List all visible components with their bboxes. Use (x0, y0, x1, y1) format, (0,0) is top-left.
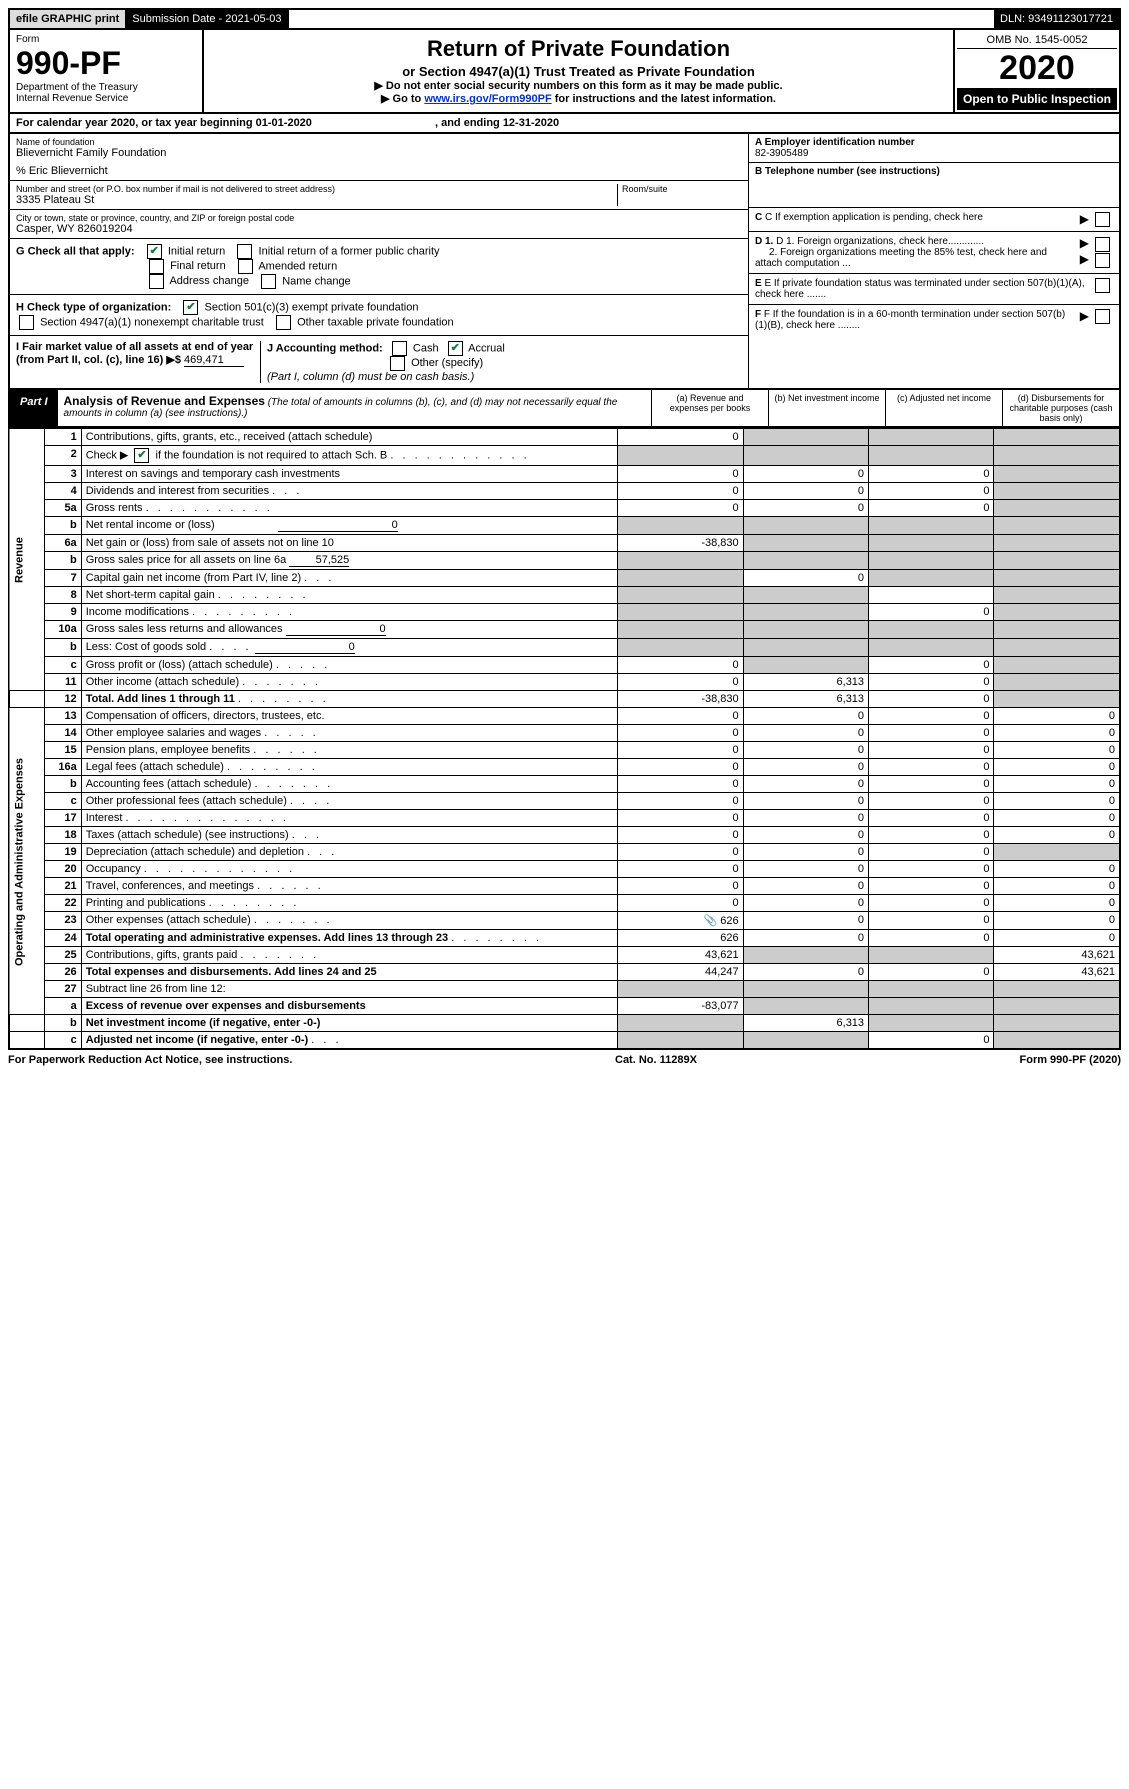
cb-initial-former[interactable] (237, 244, 252, 259)
omb-number: OMB No. 1545-0052 (957, 32, 1117, 49)
ein-label: A Employer identification number (755, 137, 915, 148)
cb-cash[interactable] (392, 341, 407, 356)
address: 3335 Plateau St (16, 194, 617, 206)
calendar-year-row: For calendar year 2020, or tax year begi… (8, 114, 1121, 134)
tax-year: 2020 (957, 49, 1117, 88)
footer-left: For Paperwork Reduction Act Notice, see … (8, 1054, 292, 1066)
submission-date: Submission Date - 2021-05-03 (126, 10, 288, 28)
col-c-hdr: (c) Adjusted net income (885, 390, 1002, 426)
e-label: E E If private foundation status was ter… (755, 278, 1086, 300)
note-2: ▶ Go to www.irs.gov/Form990PF for instru… (214, 92, 943, 105)
cb-501c3[interactable]: ✔ (183, 300, 198, 315)
d2-label: 2. Foreign organizations meeting the 85%… (755, 247, 1047, 269)
fmv-value: 469,471 (184, 354, 244, 367)
cb-d1[interactable] (1095, 237, 1110, 252)
attach-icon[interactable]: 📎 (704, 915, 718, 927)
h-checks: H Check type of organization: ✔ Section … (10, 295, 748, 336)
topbar: efile GRAPHIC print Submission Date - 20… (8, 8, 1121, 30)
expenses-sidelabel: Operating and Administrative Expenses (9, 708, 44, 1015)
col-d-hdr: (d) Disbursements for charitable purpose… (1002, 390, 1119, 426)
form-word: Form (16, 34, 196, 45)
d1-label: D 1. Foreign organizations, check here..… (776, 236, 984, 247)
footer-right: Form 990-PF (2020) (1020, 1054, 1121, 1066)
care-of: % Eric Blievernicht (16, 165, 742, 177)
foundation-name: Blievernicht Family Foundation (16, 147, 742, 159)
form-header: Form 990-PF Department of the Treasury I… (8, 30, 1121, 114)
dept-1: Department of the Treasury (16, 82, 196, 93)
cb-final[interactable] (149, 259, 164, 274)
name-label: Name of foundation (16, 137, 742, 147)
city-label: City or town, state or province, country… (16, 213, 742, 223)
dln: DLN: 93491123017721 (994, 10, 1119, 28)
instructions-link[interactable]: www.irs.gov/Form990PF (424, 93, 551, 105)
cb-4947[interactable] (19, 315, 34, 330)
ein-value: 82-3905489 (755, 148, 808, 159)
cb-sch-b[interactable]: ✔ (134, 448, 149, 463)
part1-label: Part I (10, 390, 58, 426)
j-note: (Part I, column (d) must be on cash basi… (267, 371, 474, 383)
city-state-zip: Casper, WY 826019204 (16, 223, 742, 235)
f-label: F F If the foundation is in a 60-month t… (755, 309, 1077, 331)
tel-label: B Telephone number (see instructions) (755, 166, 940, 177)
form-number: 990-PF (16, 45, 196, 82)
note-1: ▶ Do not enter social security numbers o… (214, 79, 943, 92)
cb-addr-change[interactable] (149, 274, 164, 289)
cb-d2[interactable] (1095, 253, 1110, 268)
cb-other-method[interactable] (390, 356, 405, 371)
cb-other-taxable[interactable] (276, 315, 291, 330)
entity-info: Name of foundation Blievernicht Family F… (8, 134, 1121, 390)
cb-name-change[interactable] (261, 274, 276, 289)
cb-accrual[interactable]: ✔ (448, 341, 463, 356)
efile-btn[interactable]: efile GRAPHIC print (10, 10, 126, 28)
form-subtitle: or Section 4947(a)(1) Trust Treated as P… (214, 64, 943, 79)
dept-2: Internal Revenue Service (16, 93, 196, 104)
open-inspection: Open to Public Inspection (957, 88, 1117, 110)
room-label: Room/suite (622, 184, 742, 194)
page-footer: For Paperwork Reduction Act Notice, see … (8, 1050, 1121, 1066)
col-a-hdr: (a) Revenue and expenses per books (651, 390, 768, 426)
cb-e[interactable] (1095, 278, 1110, 293)
cb-c[interactable] (1095, 212, 1110, 227)
part1-table: Revenue 1Contributions, gifts, grants, e… (8, 428, 1121, 1050)
g-checks: G Check all that apply: ✔ Initial return… (10, 239, 748, 295)
form-title: Return of Private Foundation (214, 36, 943, 62)
cb-initial[interactable]: ✔ (147, 244, 162, 259)
addr-label: Number and street (or P.O. box number if… (16, 184, 617, 194)
revenue-sidelabel: Revenue (9, 429, 44, 691)
footer-mid: Cat. No. 11289X (615, 1054, 697, 1066)
part1-header: Part I Analysis of Revenue and Expenses … (8, 390, 1121, 428)
cb-f[interactable] (1095, 309, 1110, 324)
cb-amended[interactable] (238, 259, 253, 274)
c-label: C C If exemption application is pending,… (755, 212, 1077, 227)
col-b-hdr: (b) Net investment income (768, 390, 885, 426)
